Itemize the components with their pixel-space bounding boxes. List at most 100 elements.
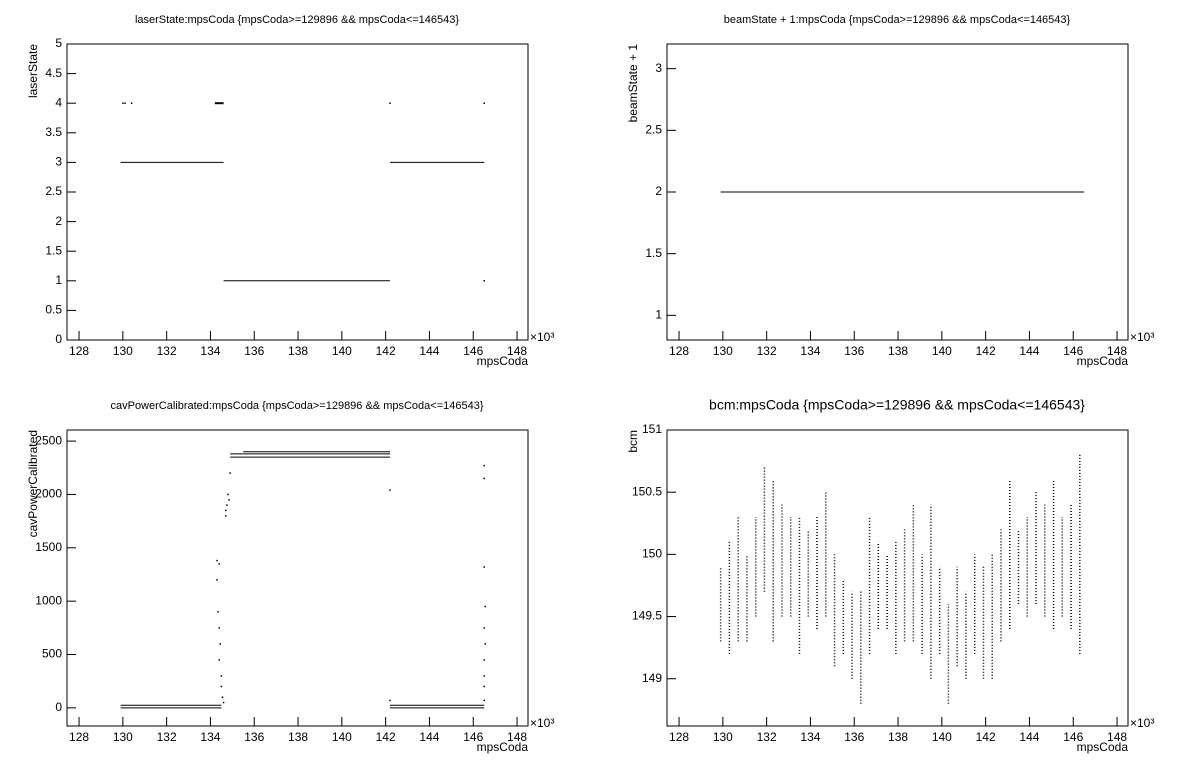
plot-frame bbox=[66, 429, 529, 727]
y-tick-label: 1 bbox=[55, 273, 62, 287]
point bbox=[227, 493, 229, 496]
chart-title: laserState:mpsCoda {mpsCoda>=129896 && m… bbox=[135, 14, 459, 26]
point bbox=[483, 699, 485, 702]
x-tick-label: 134 bbox=[800, 344, 820, 358]
point bbox=[483, 659, 485, 661]
x-tick-label: 134 bbox=[800, 730, 820, 744]
point bbox=[220, 675, 223, 677]
y-tick-label: 3 bbox=[55, 155, 62, 169]
point bbox=[221, 696, 224, 698]
x-tick-label: 136 bbox=[844, 344, 864, 358]
y-tick-label: 2000 bbox=[35, 487, 62, 501]
x-tick-label: 140 bbox=[932, 344, 952, 358]
y-tick-label: 2.5 bbox=[645, 123, 662, 137]
y-tick-label: 0 bbox=[55, 700, 62, 714]
y-tick-label: 0.5 bbox=[45, 303, 62, 317]
point bbox=[229, 472, 231, 474]
x-tick-label: 146 bbox=[1063, 730, 1083, 744]
point bbox=[483, 464, 485, 467]
y-tick-label: 2 bbox=[55, 214, 62, 228]
point bbox=[483, 477, 485, 480]
point bbox=[483, 675, 485, 677]
point bbox=[217, 611, 219, 613]
point bbox=[130, 102, 133, 104]
y-tick-label: 1.5 bbox=[45, 243, 62, 257]
chart-title: bcm:mpsCoda {mpsCoda>=129896 && mpsCoda<… bbox=[709, 397, 1085, 413]
y-tick-label: 150.5 bbox=[632, 484, 662, 498]
x-exponent: ×10³ bbox=[1130, 716, 1154, 730]
y-tick-label: 2 bbox=[655, 184, 662, 198]
point bbox=[220, 685, 223, 688]
point bbox=[122, 102, 124, 104]
point bbox=[483, 280, 485, 282]
point bbox=[216, 559, 218, 562]
x-axis-label: mpsCoda bbox=[1077, 354, 1129, 368]
point bbox=[218, 627, 220, 629]
x-tick-label: 146 bbox=[463, 730, 483, 744]
y-tick-label: 1 bbox=[655, 308, 662, 322]
x-tick-label: 146 bbox=[1063, 344, 1083, 358]
y-tick-label: 1500 bbox=[35, 540, 62, 554]
y-axis-label: bcm bbox=[626, 430, 640, 453]
x-tick-label: 130 bbox=[113, 344, 133, 358]
x-tick-label: 132 bbox=[757, 730, 777, 744]
x-tick-label: 136 bbox=[244, 730, 264, 744]
point bbox=[225, 509, 227, 512]
x-tick-label: 128 bbox=[669, 344, 689, 358]
x-tick-label: 146 bbox=[463, 344, 483, 358]
y-tick-label: 151 bbox=[642, 422, 662, 436]
x-axis-label: mpsCoda bbox=[1077, 740, 1129, 754]
y-tick-label: 3 bbox=[655, 61, 662, 75]
y-axis-label: cavPowerCalibrated bbox=[26, 430, 40, 537]
point bbox=[389, 102, 391, 104]
y-tick-label: 0 bbox=[55, 332, 62, 346]
point bbox=[483, 627, 485, 629]
point bbox=[219, 643, 222, 645]
x-exponent: ×10³ bbox=[1130, 330, 1154, 344]
y-axis-label: laserState bbox=[26, 44, 40, 98]
x-tick-label: 128 bbox=[69, 344, 89, 358]
x-tick-label: 132 bbox=[157, 730, 177, 744]
x-tick-label: 142 bbox=[976, 344, 996, 358]
x-tick-label: 148 bbox=[1107, 344, 1127, 358]
x-tick-label: 132 bbox=[757, 344, 777, 358]
x-tick-label: 138 bbox=[888, 730, 908, 744]
chart-title: beamState + 1:mpsCoda {mpsCoda>=129896 &… bbox=[724, 14, 1071, 26]
x-tick-label: 132 bbox=[157, 344, 177, 358]
x-tick-label: 140 bbox=[332, 730, 352, 744]
point bbox=[216, 579, 218, 581]
point bbox=[124, 102, 126, 104]
x-tick-label: 128 bbox=[69, 730, 89, 744]
x-axis-label: mpsCoda bbox=[477, 354, 529, 368]
x-tick-label: 128 bbox=[669, 730, 689, 744]
point bbox=[225, 515, 227, 517]
y-tick-label: 4 bbox=[55, 95, 62, 109]
x-tick-label: 140 bbox=[332, 344, 352, 358]
y-tick-label: 500 bbox=[42, 647, 62, 661]
x-tick-label: 142 bbox=[376, 730, 396, 744]
x-tick-label: 142 bbox=[376, 344, 396, 358]
chart-title: cavPowerCalibrated:mpsCoda {mpsCoda>=129… bbox=[110, 400, 483, 412]
x-tick-label: 148 bbox=[507, 344, 527, 358]
x-tick-label: 130 bbox=[713, 344, 733, 358]
y-tick-label: 5 bbox=[55, 36, 62, 50]
x-tick-label: 144 bbox=[1019, 730, 1039, 744]
point bbox=[484, 643, 487, 645]
x-tick-label: 134 bbox=[200, 344, 220, 358]
x-tick-label: 134 bbox=[200, 730, 220, 744]
x-exponent: ×10³ bbox=[530, 716, 554, 730]
y-tick-label: 149 bbox=[642, 671, 662, 685]
x-tick-label: 144 bbox=[419, 730, 439, 744]
y-tick-label: 2.5 bbox=[45, 184, 62, 198]
y-tick-label: 3.5 bbox=[45, 125, 62, 139]
y-tick-label: 1000 bbox=[35, 593, 62, 607]
x-tick-label: 142 bbox=[976, 730, 996, 744]
x-tick-label: 138 bbox=[288, 730, 308, 744]
x-tick-label: 138 bbox=[288, 344, 308, 358]
point bbox=[483, 102, 485, 104]
y-tick-label: 149.5 bbox=[632, 609, 662, 623]
y-tick-label: 4.5 bbox=[45, 66, 62, 80]
x-axis-label: mpsCoda bbox=[477, 740, 529, 754]
